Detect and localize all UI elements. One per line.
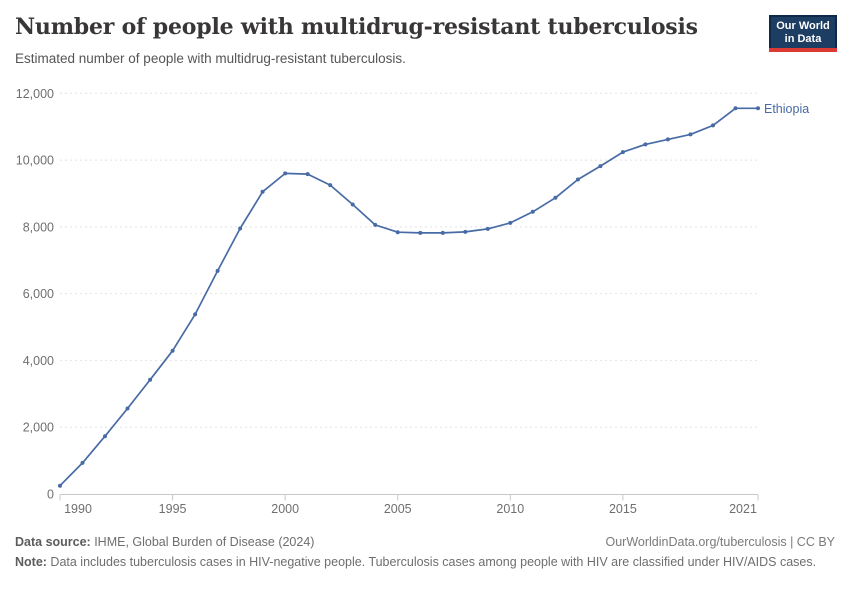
data-point [688, 132, 693, 137]
data-point [530, 209, 535, 214]
y-tick-label: 0 [47, 488, 54, 502]
data-point [373, 222, 378, 227]
y-tick-label: 2,000 [23, 421, 54, 435]
data-point [440, 230, 445, 235]
data-point [215, 268, 220, 273]
data-point [283, 171, 288, 176]
y-tick-label: 12,000 [16, 87, 54, 101]
data-point [643, 142, 648, 147]
data-point [80, 460, 85, 465]
attribution: OurWorldinData.org/tuberculosis | CC BY [605, 535, 836, 549]
x-tick-label: 2010 [496, 502, 524, 516]
data-source: Data source: IHME, Global Burden of Dise… [15, 533, 314, 551]
data-point [598, 164, 603, 169]
owid-logo-red-bar [769, 48, 837, 52]
data-point [620, 150, 625, 155]
chart-subtitle: Estimated number of people with multidru… [15, 51, 406, 66]
note-text: Data includes tuberculosis cases in HIV-… [46, 555, 817, 569]
note-label: Note: [15, 555, 47, 569]
chart-title: Number of people with multidrug-resistan… [15, 14, 698, 40]
data-point [260, 189, 265, 194]
data-point [756, 106, 760, 111]
data-point [170, 348, 175, 353]
data-point [238, 226, 243, 231]
data-point [733, 106, 738, 111]
data-point [553, 195, 558, 200]
data-point [58, 483, 62, 488]
note: Note: Data includes tuberculosis cases i… [15, 553, 835, 571]
data-point [305, 172, 310, 177]
data-line [59, 107, 759, 487]
data-point [148, 377, 153, 382]
data-point [125, 406, 130, 411]
owid-logo-text-line1: Our World [776, 19, 830, 32]
owid-logo: Our World in Data [769, 15, 837, 48]
x-tick-label: 2000 [271, 502, 299, 516]
data-point [575, 177, 580, 182]
data-point [508, 220, 513, 225]
owid-logo-text-line2: in Data [784, 32, 822, 45]
data-point [193, 312, 198, 317]
data-source-label: Data source: [15, 535, 91, 549]
data-point [328, 183, 333, 188]
chart-footer: Data source: IHME, Global Burden of Dise… [15, 533, 835, 571]
x-tick-label: 2021 [729, 502, 757, 516]
y-tick-label: 10,000 [16, 154, 54, 168]
x-tick-label: 1990 [64, 502, 92, 516]
data-point [103, 434, 107, 439]
y-tick-label: 6,000 [23, 287, 54, 301]
y-tick-label: 8,000 [23, 220, 54, 234]
data-point [665, 137, 670, 142]
series-end-label: Ethiopia [764, 102, 809, 116]
data-point [418, 230, 423, 235]
data-point [463, 229, 468, 234]
x-tick-label: 2015 [609, 502, 637, 516]
data-point [485, 226, 490, 231]
data-point [350, 202, 355, 207]
x-tick-label: 2005 [384, 502, 412, 516]
data-point [711, 123, 715, 128]
x-tick-label: 1995 [159, 502, 187, 516]
data-point [395, 230, 400, 235]
data-source-text: IHME, Global Burden of Disease (2024) [90, 535, 315, 549]
y-tick-label: 4,000 [23, 354, 54, 368]
line-chart: 0 2,000 4,000 6,000 8,000 10,000 12,000 1990 199… [16, 87, 809, 516]
